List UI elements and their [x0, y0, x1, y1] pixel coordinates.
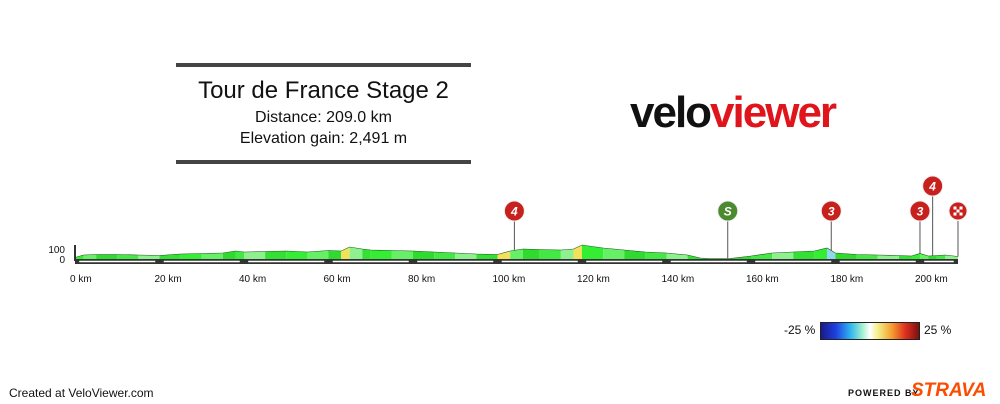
sprint-marker — [717, 200, 739, 222]
y-tick-label: 100 — [48, 245, 65, 256]
title-rule-top — [176, 63, 471, 67]
profile-segment — [539, 249, 561, 259]
climb-marker — [922, 175, 944, 197]
elevation-gain-label: Elevation gain: 2,491 m — [239, 130, 408, 147]
profile-segment — [603, 248, 625, 259]
chart-title: Tour de France Stage 2 — [198, 77, 449, 104]
profile-segment — [928, 255, 937, 259]
profile-segment — [235, 251, 244, 259]
gradient-legend: -25 % 25 % — [780, 322, 970, 340]
profile-segment — [793, 251, 815, 259]
profile-segment — [370, 250, 392, 259]
profile-segment — [560, 249, 574, 259]
x-tick-label: 160 km — [746, 274, 779, 285]
profile-segment — [814, 248, 828, 259]
x-tick-label: 200 km — [915, 274, 948, 285]
x-tick-label: 120 km — [577, 274, 610, 285]
y-tick-label: 0 — [59, 255, 65, 266]
x-tick-label: 140 km — [661, 274, 694, 285]
finish-flag-square — [953, 212, 957, 216]
x-tick-label: 40 km — [239, 274, 266, 285]
legend-min-label: -25 % — [784, 323, 816, 337]
profile-segment — [83, 254, 97, 259]
profile-segment — [222, 251, 236, 259]
x-tick-label: 180 km — [830, 274, 863, 285]
veloviewer-logo: veloviewer — [630, 88, 837, 137]
profile-segment — [510, 249, 523, 259]
profile-segment — [201, 253, 223, 259]
profile-segment — [919, 253, 929, 259]
profile-segment — [581, 245, 604, 259]
profile-segment — [349, 247, 363, 259]
climb-marker — [820, 200, 842, 222]
profile-segment — [328, 250, 342, 259]
profile-segment — [476, 254, 498, 259]
profile-segment — [911, 253, 920, 259]
climb-marker — [503, 200, 525, 222]
profile-segment — [522, 249, 540, 259]
marker-label: 3 — [828, 205, 835, 219]
profile-segment — [856, 254, 878, 259]
profile-segment — [180, 253, 202, 259]
profile-segment — [497, 251, 511, 259]
climb-marker — [909, 200, 931, 222]
profile-outline — [74, 244, 959, 259]
legend-max-label: 25 % — [924, 323, 952, 337]
profile-segment — [243, 251, 266, 259]
profile-segment — [936, 255, 946, 259]
profile-segment — [945, 255, 958, 259]
profile-segment — [434, 252, 456, 259]
profile-segment — [138, 255, 160, 259]
profile-segment — [624, 250, 646, 259]
powered-by-label: POWERED BY — [848, 388, 920, 398]
created-at-label: Created at VeloViewer.com — [9, 386, 154, 400]
profile-segment — [573, 245, 582, 259]
distance-label: Distance: 209.0 km — [255, 109, 392, 126]
profile-segment — [455, 253, 477, 259]
x-tick-label: 80 km — [408, 274, 435, 285]
profile-segment — [265, 251, 287, 259]
finish-flag-square — [953, 206, 957, 210]
marker-label: 4 — [510, 205, 518, 219]
profile-segment — [307, 250, 329, 259]
profile-segment — [827, 248, 836, 259]
finish-flag-square — [959, 212, 963, 216]
profile-segment — [645, 252, 667, 259]
finish-flag-square — [956, 209, 960, 213]
x-tick-label: 0 km — [70, 274, 92, 285]
profile-segment — [117, 254, 139, 259]
title-block: Tour de France Stage 2 Distance: 209.0 k… — [176, 63, 471, 165]
finish-flag-square — [959, 206, 963, 210]
x-tick-label: 20 km — [154, 274, 181, 285]
strava-logo: STRAVA — [911, 380, 987, 401]
marker-label: 3 — [917, 205, 924, 219]
profile-segment — [877, 255, 899, 259]
profile-segment — [412, 251, 435, 259]
profile-segment — [96, 254, 118, 259]
profile-segment — [391, 250, 413, 259]
marker-label: 4 — [928, 180, 936, 194]
title-rule-bottom — [176, 160, 471, 164]
profile-segment — [286, 251, 308, 259]
x-tick-label: 100 km — [492, 274, 525, 285]
profile-segment — [835, 253, 857, 259]
x-tick-label: 60 km — [323, 274, 350, 285]
gradient-color-bar — [820, 322, 920, 340]
marker-label: S — [724, 205, 732, 219]
profile-segment — [362, 249, 371, 259]
profile-segment — [75, 255, 84, 259]
profile-segment — [772, 252, 794, 259]
profile-segment — [750, 253, 773, 259]
profile-segment — [898, 255, 912, 259]
